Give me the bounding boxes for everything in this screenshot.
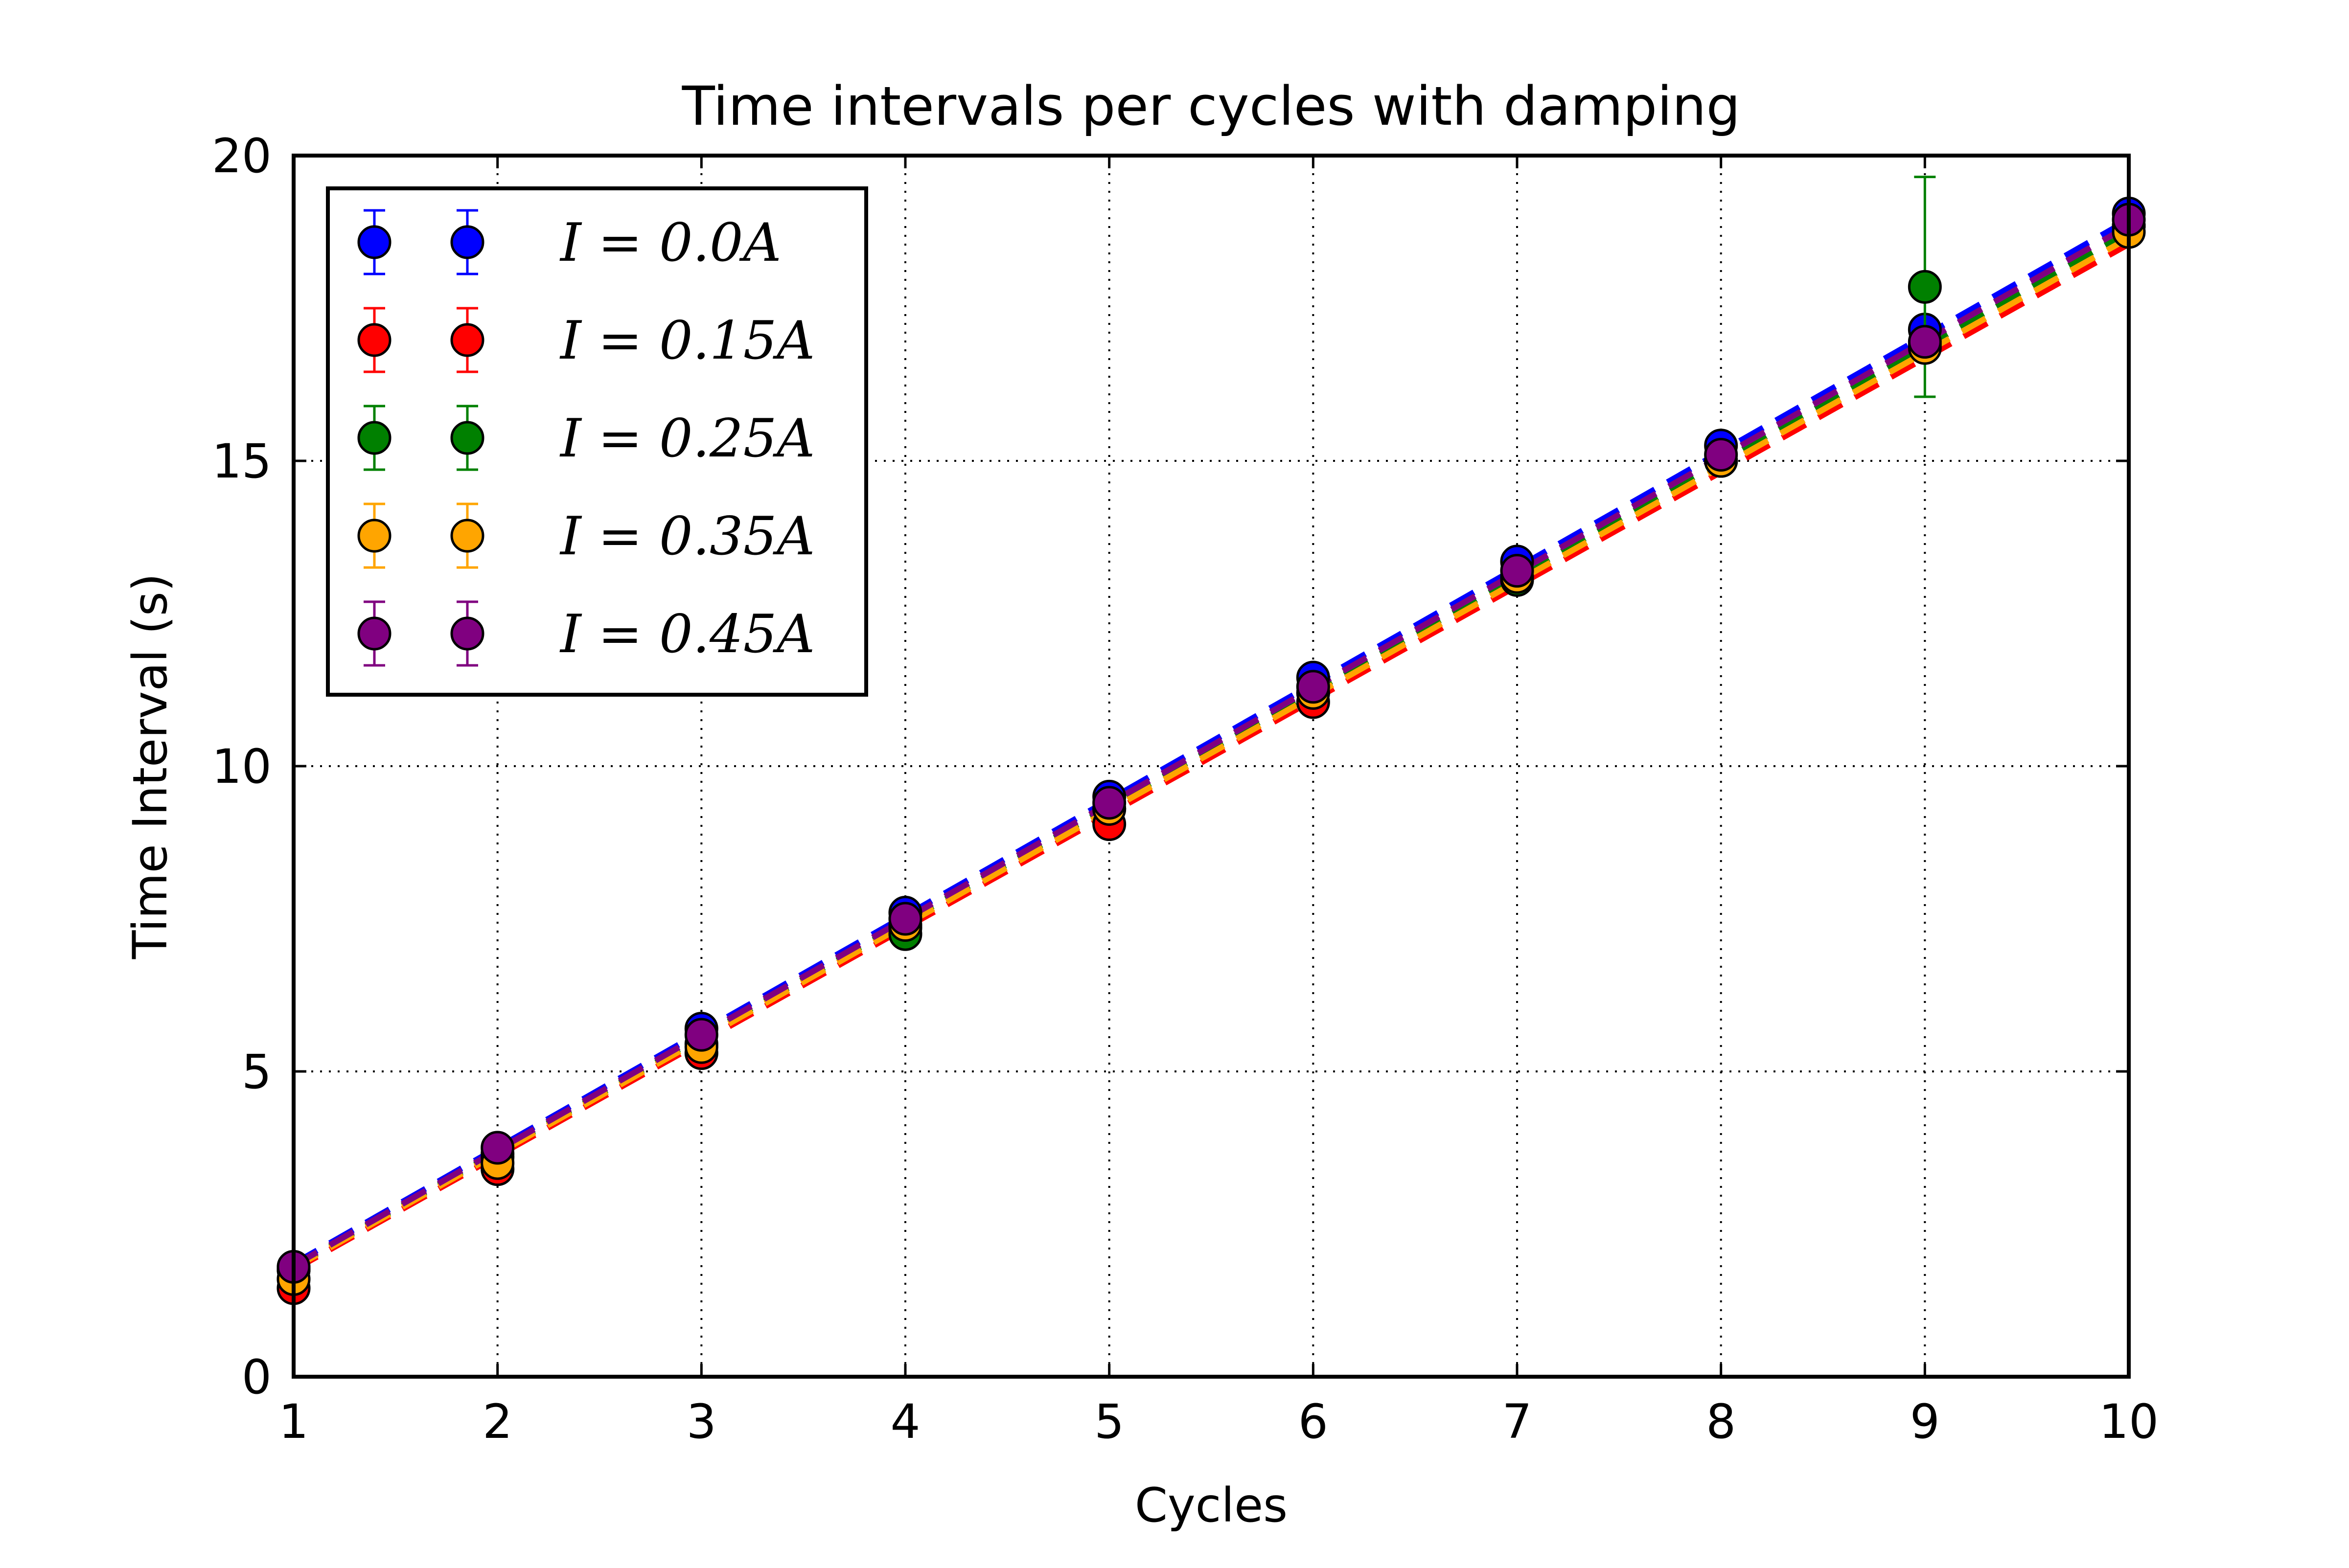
x-tick-label: 7 — [1502, 1394, 1532, 1449]
data-point — [1500, 554, 1534, 588]
marker — [1908, 325, 1942, 359]
y-tick-label: 15 — [212, 434, 272, 489]
legend-label: I = 0.25A — [559, 408, 815, 469]
x-tick-label: 10 — [2099, 1394, 2159, 1449]
legend-box — [326, 186, 868, 697]
legend-marker — [450, 323, 484, 357]
legend-marker — [450, 519, 484, 553]
x-axis-label: Cycles — [1135, 1478, 1288, 1533]
legend-label: I = 0.0A — [559, 212, 782, 273]
marker — [481, 1131, 515, 1165]
data-point — [1092, 786, 1127, 820]
data-point — [684, 1018, 718, 1052]
legend: I = 0.0A I = 0.15A I = 0.25A I = 0.35A I = 0… — [326, 186, 868, 697]
legend-entry: I = 0.0A — [357, 209, 782, 275]
x-tick-label: 2 — [483, 1394, 512, 1449]
legend-label: I = 0.15A — [559, 310, 815, 371]
fit-lines-layer — [292, 217, 2130, 1273]
marker — [1908, 270, 1942, 304]
data-point — [481, 1131, 515, 1165]
legend-entry: I = 0.35A — [357, 502, 815, 569]
data-point — [888, 902, 922, 936]
legend-marker — [357, 323, 392, 357]
marker — [1500, 554, 1534, 588]
y-tick-label: 0 — [242, 1350, 272, 1405]
legend-marker — [450, 616, 484, 651]
legend-marker — [357, 519, 392, 553]
x-tick-label: 5 — [1094, 1394, 1124, 1449]
data-point — [1704, 438, 1738, 472]
legend-marker — [357, 616, 392, 651]
legend-entry: I = 0.25A — [357, 405, 815, 471]
legend-marker — [450, 225, 484, 259]
legend-label: I = 0.35A — [559, 506, 815, 567]
legend-marker — [357, 421, 392, 455]
legend-marker — [450, 421, 484, 455]
y-tick-label: 10 — [212, 739, 272, 794]
x-tick-label: 4 — [890, 1394, 920, 1449]
x-tick-label: 1 — [278, 1394, 308, 1449]
data-point — [1908, 325, 1942, 359]
legend-marker — [357, 225, 392, 259]
marker — [888, 902, 922, 936]
legend-entry: I = 0.15A — [357, 307, 815, 373]
chart-title: Time intervals per cycles with damping — [682, 75, 1741, 137]
y-axis-label: Time Interval (s) — [123, 573, 178, 960]
marker — [1092, 786, 1127, 820]
marker — [1296, 670, 1330, 704]
fit-line — [292, 223, 2130, 1269]
y-tick-label: 20 — [212, 129, 272, 183]
x-tick-label: 3 — [687, 1394, 716, 1449]
legend-label: I = 0.45A — [559, 604, 815, 665]
x-tick-label: 8 — [1706, 1394, 1736, 1449]
y-tick-label: 5 — [242, 1045, 272, 1099]
x-tick-label: 6 — [1298, 1394, 1328, 1449]
legend-entry: I = 0.45A — [357, 600, 815, 667]
data-point — [1296, 670, 1330, 704]
ticks-layer: 1 2 3 4 5 6 7 8 9 10 0 5 10 15 20 — [212, 129, 2159, 1449]
marker — [684, 1018, 718, 1052]
x-tick-label: 9 — [1910, 1394, 1940, 1449]
fit-line — [292, 235, 2130, 1271]
marker — [1704, 438, 1738, 472]
